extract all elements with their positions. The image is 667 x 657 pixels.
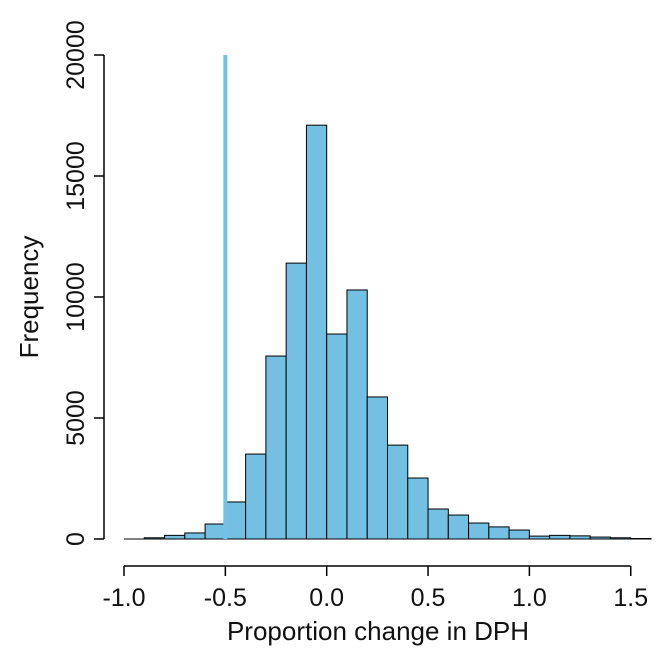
bar [245,453,267,540]
bar [204,523,226,540]
x-tick-label: -1.0 [102,584,145,612]
x-tick-label: 0.0 [309,584,344,612]
bar [326,333,348,540]
bar [305,124,328,540]
bar [447,514,470,540]
bar [366,396,389,540]
y-tick-label: 15000 [62,141,90,211]
bar [285,262,307,540]
y-tick-label: 0 [62,532,90,546]
bar [184,532,206,540]
bar [387,444,409,540]
x-tick-label: 1.0 [512,584,547,612]
x-tick-label: 1.5 [613,584,648,612]
bar [427,508,449,540]
bar [488,526,510,540]
bar [346,289,368,540]
y-tick-label: 20000 [62,20,90,90]
y-tick-label: 10000 [62,262,90,332]
y-axis-label: Frequency [14,236,44,359]
bar [508,529,530,540]
x-tick-label: 0.5 [411,584,446,612]
bar [468,522,490,540]
bar [164,534,186,540]
y-tick-label: 5000 [62,390,90,446]
bar [265,355,287,540]
bar [549,534,571,540]
bar [224,501,247,540]
bar [407,477,429,540]
x-tick-label: -0.5 [204,584,247,612]
x-axis-label: Proportion change in DPH [227,616,529,646]
